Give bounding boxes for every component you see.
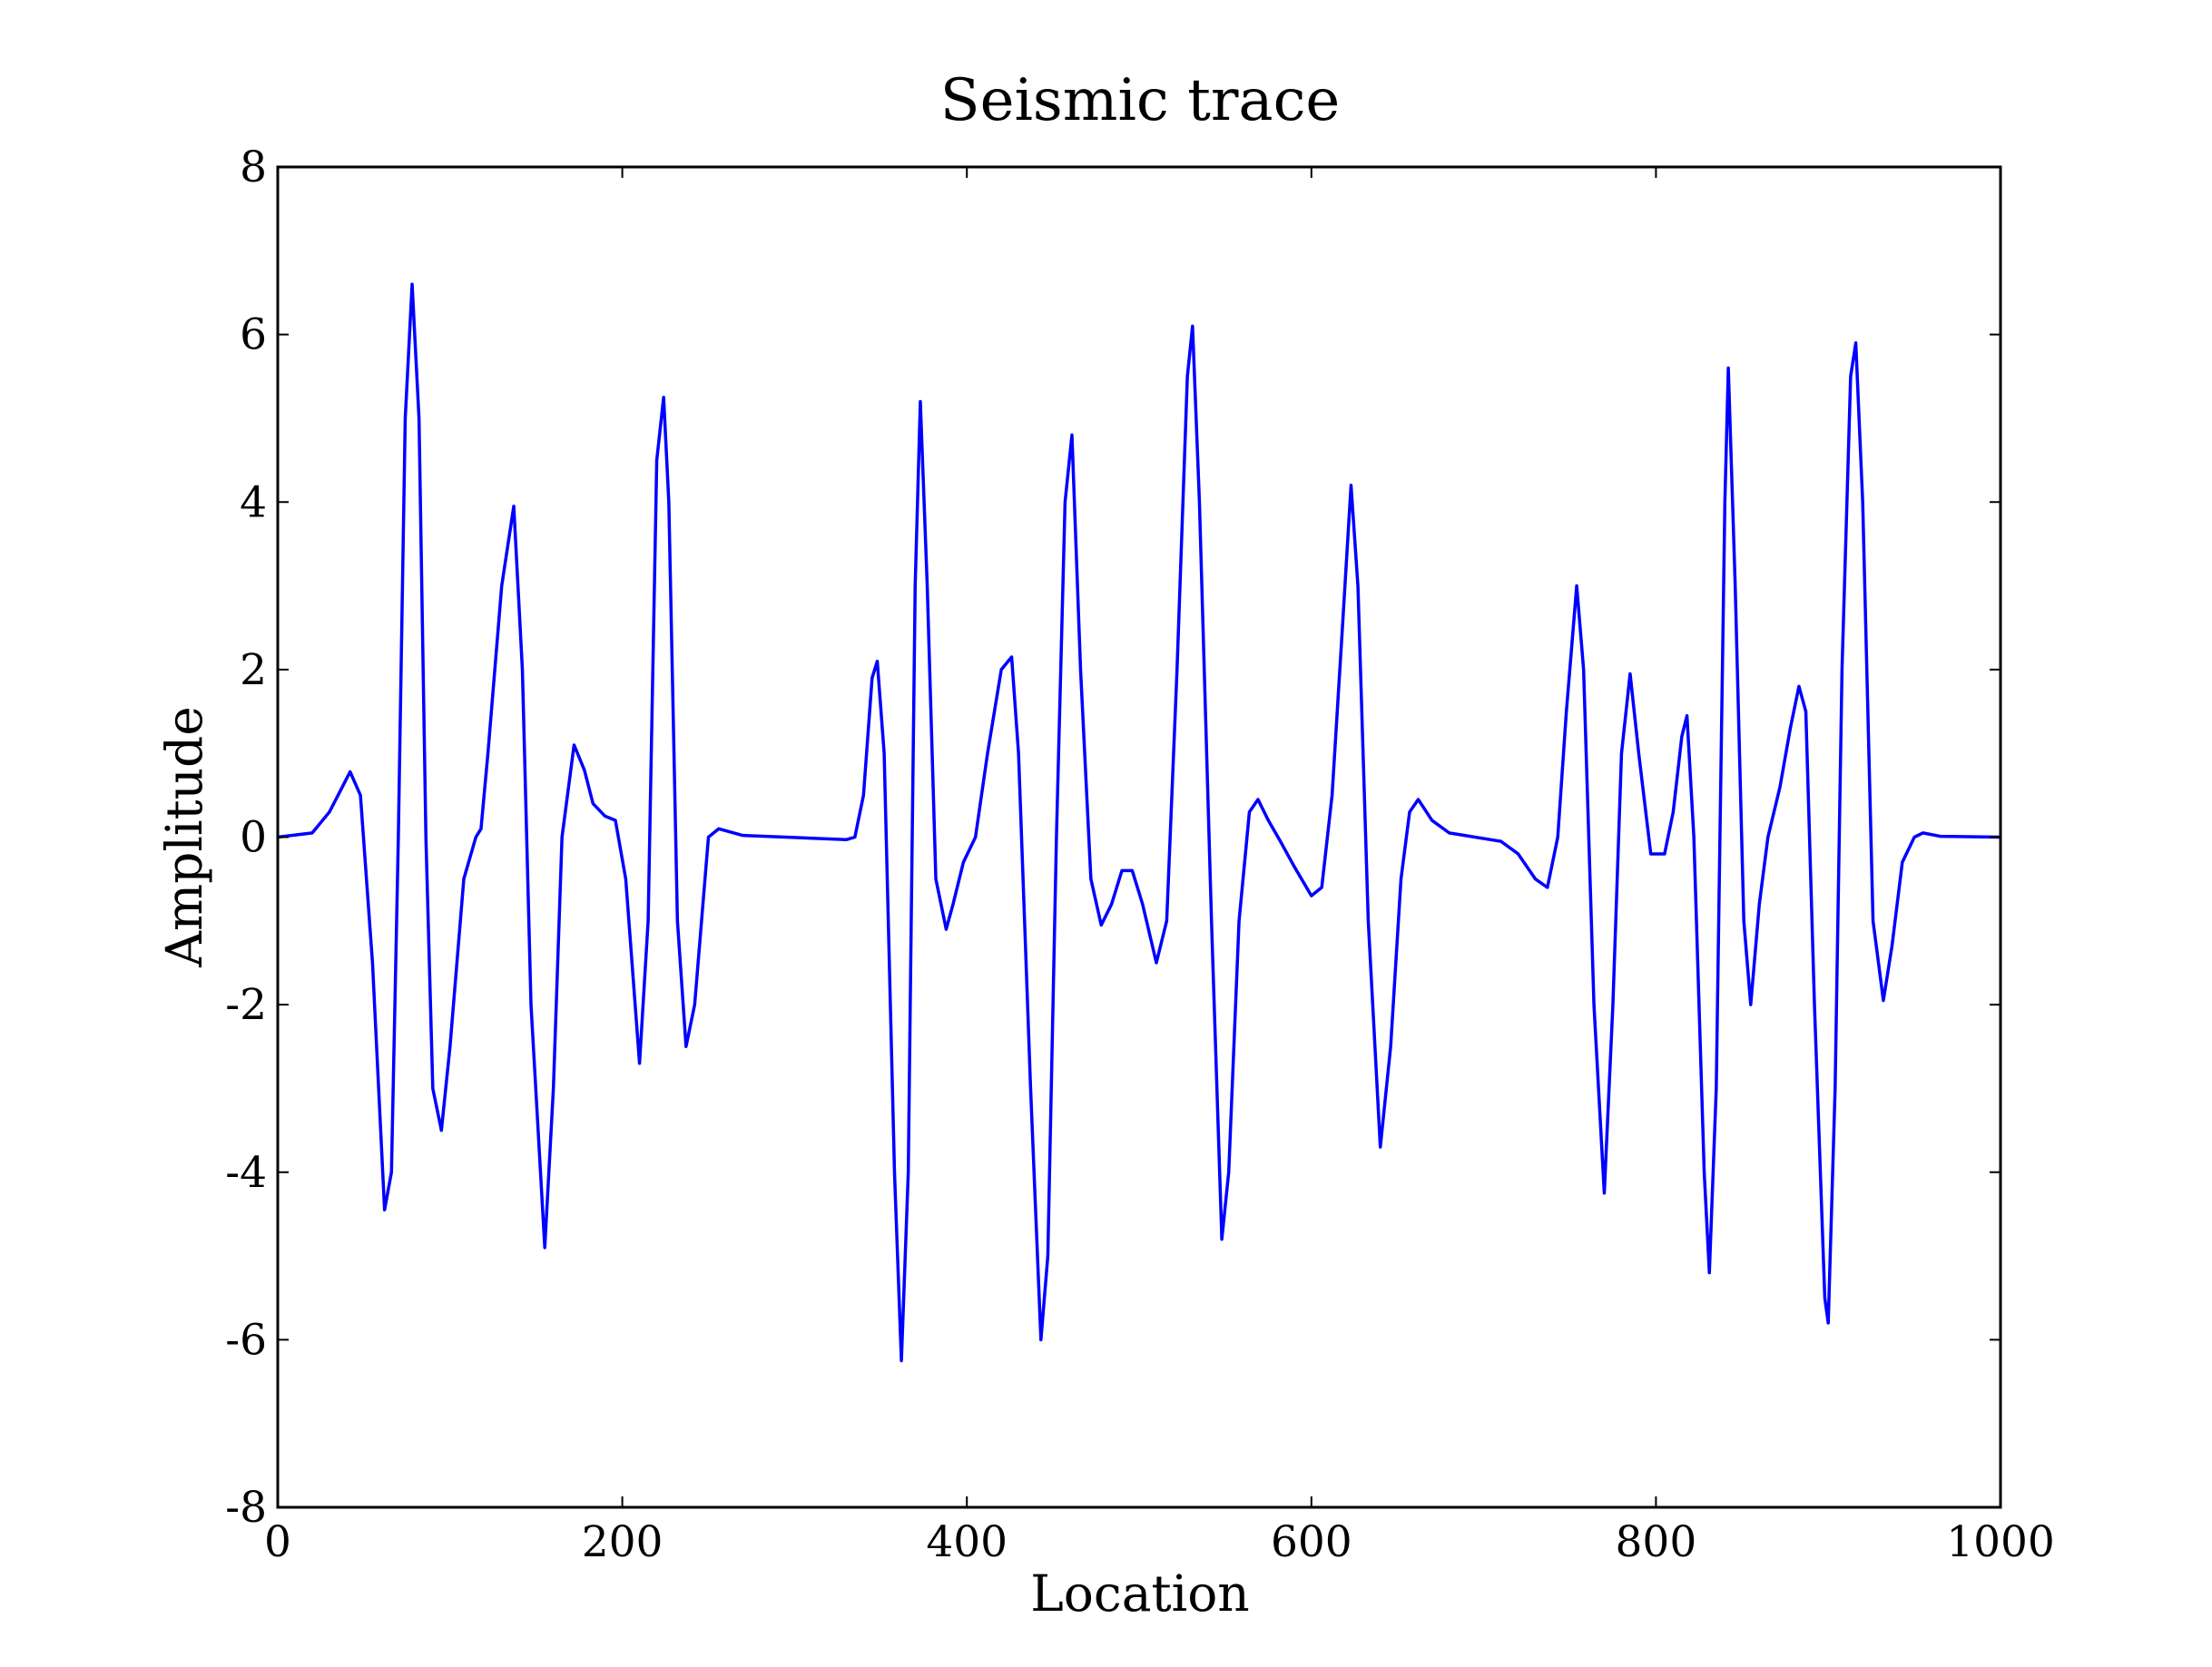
- x-tick-label: 800: [1616, 1517, 1697, 1567]
- y-axis-label: Amplitude: [155, 706, 213, 968]
- y-tick-label: -6: [225, 1315, 267, 1365]
- x-tick-label: 600: [1271, 1517, 1352, 1567]
- y-tick-label: 6: [240, 310, 267, 360]
- y-tick-label: -2: [225, 980, 267, 1030]
- x-tick-label: 0: [264, 1517, 291, 1567]
- y-tick-label: 0: [240, 813, 267, 863]
- plot-frame: [276, 165, 2002, 1509]
- y-tick-label: 8: [240, 142, 267, 192]
- x-tick-label: 1000: [1946, 1517, 2055, 1567]
- chart-title: Seismic trace: [940, 67, 1341, 134]
- x-tick-label: 400: [926, 1517, 1008, 1567]
- trace-line: [277, 282, 2001, 1363]
- y-tick-label: -8: [225, 1483, 267, 1533]
- y-tick-label: -4: [225, 1148, 267, 1198]
- x-axis-label: Location: [1030, 1564, 1249, 1623]
- y-tick-label: 2: [240, 645, 267, 695]
- y-tick-label: 4: [240, 477, 267, 527]
- x-tick-label: 200: [582, 1517, 664, 1567]
